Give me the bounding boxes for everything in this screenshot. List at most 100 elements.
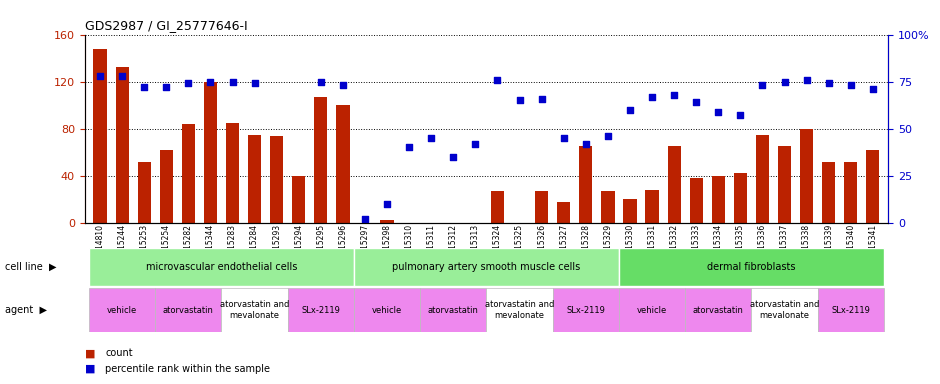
Bar	[420, 288, 487, 332]
Bar	[756, 134, 769, 223]
Bar	[623, 199, 636, 223]
Point	[578, 141, 593, 147]
Point	[159, 84, 174, 90]
Bar	[354, 248, 619, 286]
Bar	[354, 288, 420, 332]
Point	[401, 144, 416, 151]
Point	[534, 96, 549, 102]
Text: atorvastatin: atorvastatin	[693, 306, 744, 314]
Text: microvascular endothelial cells: microvascular endothelial cells	[146, 262, 297, 272]
Point	[115, 73, 130, 79]
Bar	[155, 288, 222, 332]
Bar	[226, 123, 239, 223]
Bar	[800, 129, 813, 223]
Bar	[93, 49, 106, 223]
Point	[843, 82, 858, 88]
Bar	[89, 288, 155, 332]
Bar	[248, 134, 261, 223]
Bar	[818, 288, 884, 332]
Bar	[89, 248, 354, 286]
Bar	[579, 146, 592, 223]
Bar	[137, 162, 150, 223]
Bar	[222, 288, 288, 332]
Text: atorvastatin and
mevalonate: atorvastatin and mevalonate	[220, 300, 290, 320]
Point	[689, 99, 704, 105]
Text: SLx-2119: SLx-2119	[831, 306, 870, 314]
Point	[380, 201, 395, 207]
Bar	[491, 191, 504, 223]
Bar	[822, 162, 836, 223]
Text: atorvastatin and
mevalonate: atorvastatin and mevalonate	[485, 300, 555, 320]
Text: vehicle: vehicle	[637, 306, 667, 314]
Text: vehicle: vehicle	[372, 306, 402, 314]
Point	[424, 135, 439, 141]
Bar	[646, 190, 659, 223]
Point	[622, 107, 637, 113]
Point	[92, 73, 107, 79]
Text: SLx-2119: SLx-2119	[567, 306, 605, 314]
Bar	[867, 150, 880, 223]
Text: count: count	[105, 348, 133, 358]
Bar	[486, 288, 553, 332]
Text: SLx-2119: SLx-2119	[302, 306, 340, 314]
Point	[512, 98, 527, 104]
Point	[490, 77, 505, 83]
Bar	[553, 288, 619, 332]
Point	[666, 92, 681, 98]
Point	[799, 77, 814, 83]
Text: atorvastatin: atorvastatin	[428, 306, 478, 314]
Point	[357, 216, 372, 222]
Bar	[557, 202, 571, 223]
Bar	[288, 288, 354, 332]
Bar	[602, 191, 615, 223]
Text: vehicle: vehicle	[107, 306, 137, 314]
Text: ■: ■	[85, 348, 95, 358]
Bar	[314, 97, 327, 223]
Bar	[751, 288, 818, 332]
Point	[777, 79, 792, 85]
Bar	[690, 178, 703, 223]
Point	[822, 80, 837, 86]
Bar	[381, 220, 394, 223]
Bar	[667, 146, 681, 223]
Text: pulmonary artery smooth muscle cells: pulmonary artery smooth muscle cells	[392, 262, 581, 272]
Point	[225, 79, 240, 85]
Text: cell line  ▶: cell line ▶	[5, 262, 56, 272]
Point	[136, 84, 151, 90]
Point	[247, 80, 262, 86]
Text: ■: ■	[85, 364, 95, 374]
Bar	[292, 176, 306, 223]
Bar	[160, 150, 173, 223]
Text: atorvastatin and
mevalonate: atorvastatin and mevalonate	[750, 300, 820, 320]
Point	[180, 80, 196, 86]
Point	[645, 94, 660, 100]
Bar	[619, 248, 884, 286]
Point	[601, 133, 616, 139]
Text: percentile rank within the sample: percentile rank within the sample	[105, 364, 271, 374]
Point	[313, 79, 328, 85]
Bar	[844, 162, 857, 223]
Text: dermal fibroblasts: dermal fibroblasts	[707, 262, 795, 272]
Bar	[181, 124, 195, 223]
Bar	[734, 173, 747, 223]
Bar	[619, 288, 685, 332]
Point	[336, 82, 351, 88]
Bar	[116, 68, 129, 223]
Point	[755, 82, 770, 88]
Point	[203, 79, 218, 85]
Bar	[778, 146, 791, 223]
Point	[866, 86, 881, 92]
Text: agent  ▶: agent ▶	[5, 305, 47, 315]
Point	[556, 135, 572, 141]
Bar	[204, 82, 217, 223]
Point	[711, 109, 726, 115]
Bar	[685, 288, 751, 332]
Bar	[535, 191, 548, 223]
Text: GDS2987 / GI_25777646-I: GDS2987 / GI_25777646-I	[85, 19, 247, 32]
Bar	[270, 136, 283, 223]
Bar	[712, 176, 725, 223]
Text: atorvastatin: atorvastatin	[163, 306, 213, 314]
Point	[733, 113, 748, 119]
Point	[468, 141, 483, 147]
Point	[446, 154, 461, 160]
